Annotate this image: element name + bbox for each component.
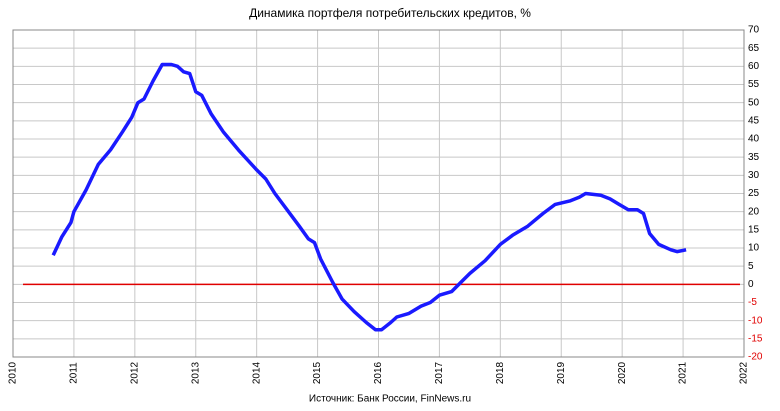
y-tick-label: 50 xyxy=(748,97,760,108)
y-tick-label: 45 xyxy=(748,115,760,126)
x-tick-label: 2021 xyxy=(678,361,689,384)
y-tick-label: 55 xyxy=(748,79,760,90)
y-tick-label: 40 xyxy=(748,134,760,145)
y-tick-label: -15 xyxy=(748,333,763,344)
y-tick-label: -5 xyxy=(748,297,757,308)
x-tick-label: 2019 xyxy=(556,361,567,384)
x-tick-label: 2011 xyxy=(69,362,80,384)
y-tick-label: -10 xyxy=(748,315,763,326)
x-tick-label: 2018 xyxy=(495,361,506,384)
x-tick-label: 2020 xyxy=(617,361,628,384)
y-tick-label: 5 xyxy=(748,261,754,272)
y-tick-label: 65 xyxy=(748,43,760,54)
source-note: Источник: Банк России, FinNews.ru xyxy=(309,394,471,405)
plot-border xyxy=(12,29,745,358)
y-tick-label: 0 xyxy=(748,279,754,290)
x-tick-label: 2016 xyxy=(373,361,384,384)
x-tick-label: 2015 xyxy=(312,361,323,384)
x-tick-label: 2012 xyxy=(129,361,140,384)
y-tick-label: 20 xyxy=(748,206,760,217)
x-tick-label: 2010 xyxy=(8,361,19,384)
y-tick-label: -20 xyxy=(748,352,763,363)
x-tick-label: 2013 xyxy=(190,361,201,384)
x-tick-label: 2017 xyxy=(434,361,445,384)
x-tick-label: 2022 xyxy=(739,361,750,384)
y-tick-label: 35 xyxy=(748,152,760,163)
y-tick-label: 70 xyxy=(748,25,760,36)
y-tick-label: 10 xyxy=(748,243,760,254)
data-line xyxy=(51,62,687,332)
y-tick-label: 30 xyxy=(748,170,760,181)
y-tick-label: 25 xyxy=(748,188,760,199)
y-tick-label: 60 xyxy=(748,61,760,72)
x-tick-label: 2014 xyxy=(251,361,262,384)
chart-title: Динамика портфеля потребительских кредит… xyxy=(249,6,531,20)
y-tick-label: 15 xyxy=(748,224,760,235)
